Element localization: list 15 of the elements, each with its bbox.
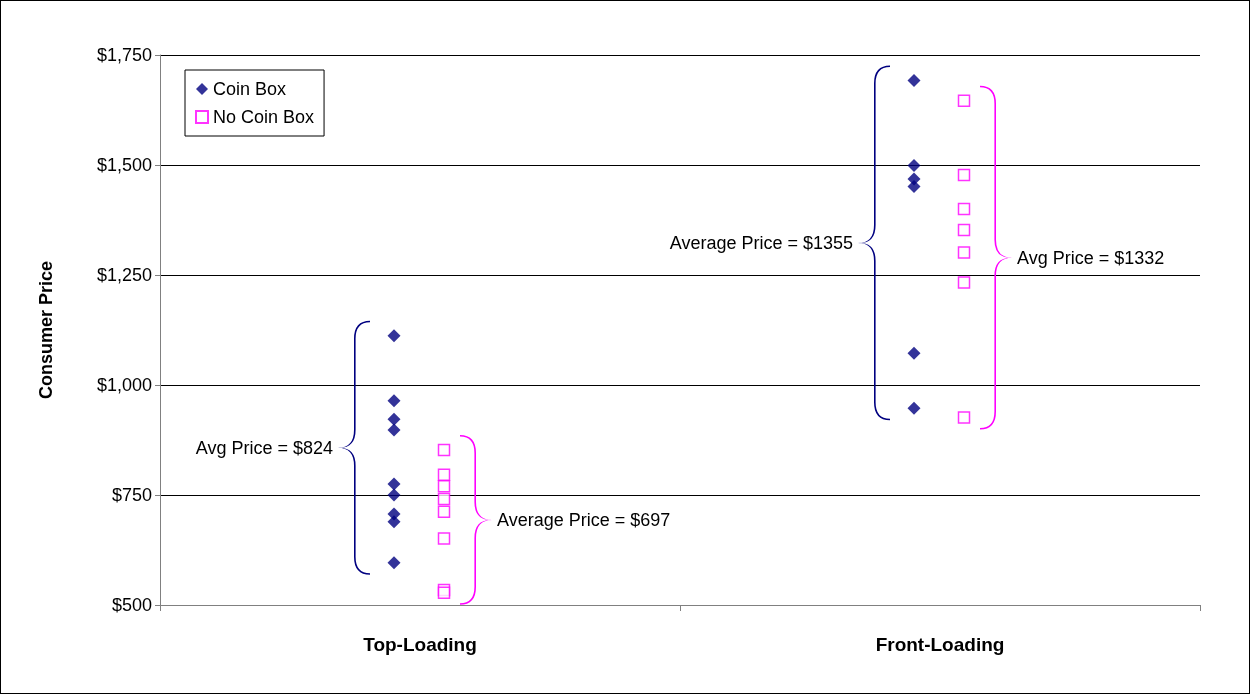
- annotation: Average Price = $1355: [669, 232, 853, 253]
- legend-label: No Coin Box: [213, 107, 315, 127]
- legend-label: Coin Box: [213, 79, 287, 99]
- annotation: Avg Price = $1332: [1017, 247, 1165, 268]
- y-tick-label: $1,500: [96, 155, 152, 175]
- x-tick-label: Top-Loading: [363, 634, 477, 655]
- y-tick-label: $750: [111, 485, 152, 505]
- y-tick-label: $1,750: [96, 45, 152, 65]
- x-tick-label: Front-Loading: [875, 634, 1005, 655]
- y-tick-label: $500: [111, 595, 152, 615]
- annotation: Avg Price = $824: [195, 437, 333, 458]
- y-axis-title: Consumer Price: [36, 260, 56, 400]
- y-tick-label: $1,000: [96, 375, 152, 395]
- y-tick-label: $1,250: [96, 265, 152, 285]
- annotation: Average Price = $697: [497, 509, 671, 530]
